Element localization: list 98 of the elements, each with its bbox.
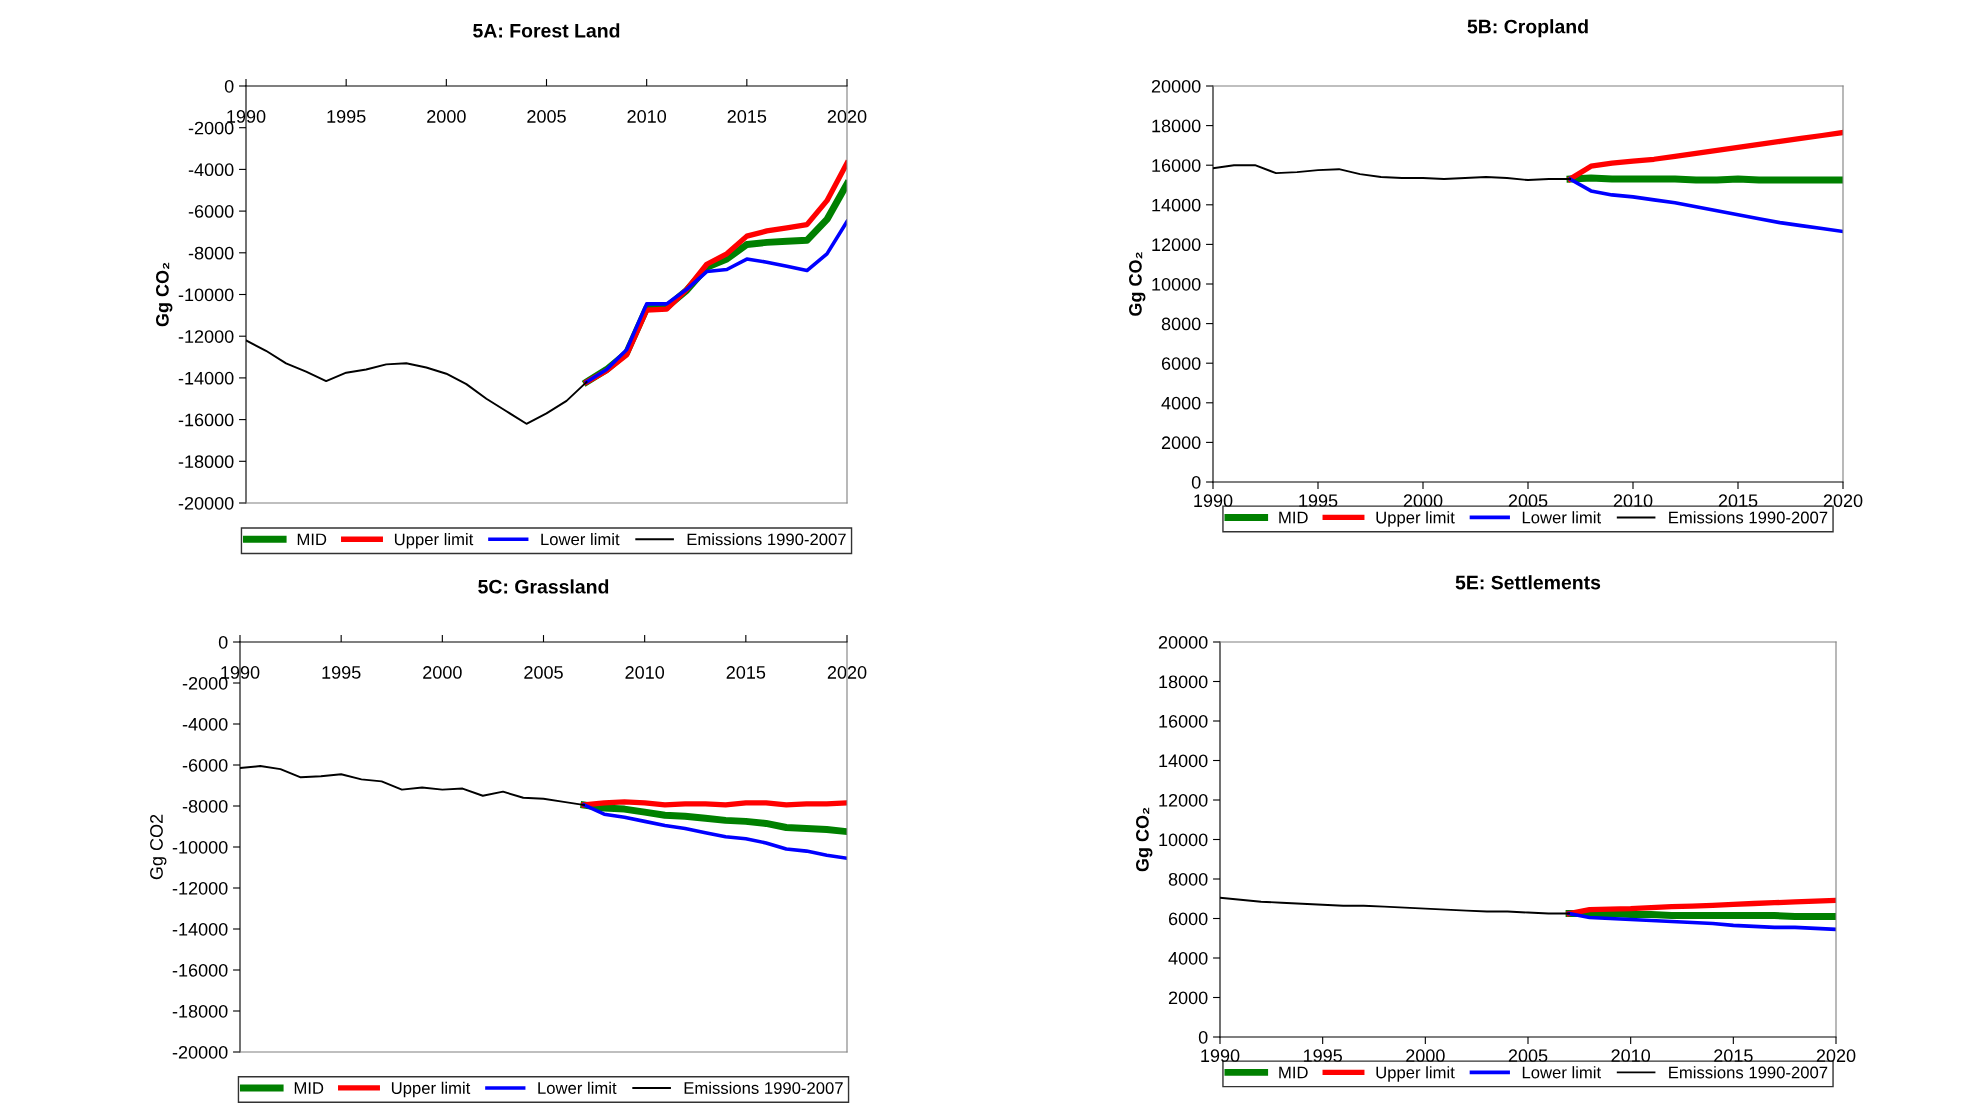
y-tick-label: 18000 [1159, 675, 1208, 689]
legend-label: Upper limit [1376, 1066, 1455, 1082]
y-tick-label: 4000 [1168, 951, 1208, 965]
legend-label: Upper limit [394, 533, 474, 549]
x-tick-label: 2020 [827, 110, 867, 123]
y-tick-label: 4000 [1161, 396, 1201, 410]
y-tick-label: -4000 [182, 717, 228, 731]
x-tick-label: 2015 [726, 666, 766, 679]
y-tick-label: 18000 [1152, 119, 1201, 133]
line-series [582, 803, 847, 861]
x-tick-label: 2005 [1508, 494, 1548, 508]
y-tick-label: -20000 [178, 496, 234, 510]
y-tick-label: -6000 [188, 205, 234, 218]
x-tick-label: 2005 [1508, 1049, 1548, 1063]
y-tick-label: -10000 [172, 840, 228, 854]
y-tick-label: 12000 [1159, 793, 1208, 807]
y-tick-label: -12000 [178, 330, 234, 343]
y-tick-label: 16000 [1152, 159, 1201, 172]
x-tick-label: 1995 [1303, 1049, 1342, 1063]
y-axis-title: Gg CO₂ [1136, 807, 1153, 872]
legend-label: Upper limit [391, 1081, 471, 1098]
y-tick-label: -2000 [182, 676, 228, 690]
y-axis-title: Gg CO2 [150, 814, 167, 880]
legend-label: Emissions 1990-2007 [1669, 511, 1828, 524]
x-tick-label: 2010 [625, 666, 665, 679]
chart-title: 5E: Settlements [1455, 575, 1601, 590]
y-tick-label: 0 [1198, 1030, 1208, 1044]
line-series [1567, 911, 1836, 932]
y-tick-label: 16000 [1159, 714, 1208, 728]
x-tick-label: 2005 [527, 110, 566, 123]
x-tick-label: 2020 [1816, 1049, 1856, 1063]
y-tick-label: 8000 [1161, 317, 1201, 331]
y-tick-label: -4000 [188, 163, 234, 177]
y-tick-label: 14000 [1159, 754, 1208, 768]
x-tick-label: 1990 [1201, 1049, 1240, 1063]
chart-title: 5A: Forest Land [473, 23, 620, 38]
y-tick-label: 6000 [1161, 357, 1201, 370]
x-tick-label: 2015 [1718, 494, 1758, 508]
y-tick-label: 12000 [1152, 238, 1201, 252]
legend-label: Emissions 1990-2007 [687, 533, 846, 546]
y-tick-label: 0 [1191, 475, 1201, 489]
legend-label: Lower limit [1522, 511, 1601, 524]
legend-label: MID [294, 1082, 324, 1094]
y-tick-label: -8000 [182, 799, 228, 813]
x-tick-label: 2020 [1823, 494, 1863, 508]
x-tick-label: 1995 [1299, 494, 1338, 508]
y-tick-label: -2000 [188, 121, 234, 135]
x-tick-label: 2000 [427, 110, 466, 123]
line-series [584, 219, 847, 384]
y-tick-label: 0 [218, 635, 228, 649]
y-tick-label: -14000 [172, 922, 228, 936]
y-tick-label: -14000 [178, 371, 234, 385]
x-tick-label: 2000 [423, 666, 462, 679]
legend-label: Upper limit [1376, 511, 1455, 527]
legend-label: MID [1279, 511, 1308, 524]
legend-label: MID [1279, 1066, 1308, 1079]
y-axis-title: Gg CO₂ [155, 262, 173, 327]
y-tick-label: -18000 [178, 455, 234, 469]
x-tick-label: 2000 [1403, 494, 1443, 508]
y-tick-label: -20000 [172, 1045, 228, 1059]
y-tick-label: -16000 [178, 413, 234, 427]
y-tick-label: -10000 [178, 288, 234, 302]
legend-label: Emissions 1990-2007 [1669, 1066, 1828, 1079]
y-tick-label: -6000 [182, 758, 228, 772]
x-tick-label: 2005 [524, 666, 563, 679]
line-series [1568, 177, 1843, 234]
x-tick-label: 1995 [322, 666, 361, 679]
legend-label: Emissions 1990-2007 [684, 1081, 843, 1094]
y-tick-label: 10000 [1159, 833, 1208, 847]
y-tick-label: 2000 [1168, 991, 1208, 1005]
y-tick-label: -12000 [172, 881, 228, 895]
y-tick-label: 10000 [1152, 277, 1201, 291]
x-tick-label: 2000 [1406, 1049, 1445, 1063]
legend-label: MID [297, 533, 327, 546]
y-tick-label: 6000 [1168, 912, 1208, 926]
legend-label: Lower limit [1522, 1066, 1601, 1079]
x-tick-label: 2010 [627, 110, 667, 123]
y-tick-label: 20000 [1151, 79, 1201, 93]
y-tick-label: 2000 [1161, 436, 1201, 450]
y-tick-label: 20000 [1158, 635, 1208, 649]
y-axis-title: Gg CO₂ [1129, 252, 1146, 316]
y-tick-label: 0 [224, 79, 234, 93]
y-tick-label: -16000 [172, 963, 228, 977]
legend-label: Lower limit [541, 533, 620, 546]
x-tick-label: 2015 [727, 110, 767, 123]
y-tick-label: 8000 [1168, 872, 1208, 886]
x-tick-label: 2010 [1611, 1049, 1651, 1063]
legend-label: Lower limit [538, 1081, 617, 1094]
y-tick-label: -8000 [188, 246, 234, 260]
y-tick-label: 14000 [1152, 198, 1201, 212]
y-tick-label: -18000 [172, 1004, 228, 1018]
x-tick-label: 1995 [327, 110, 366, 123]
x-tick-label: 2015 [1714, 1049, 1753, 1063]
x-tick-label: 2010 [1613, 494, 1653, 508]
chart-title: 5C: Grassland [478, 579, 609, 594]
x-tick-label: 1990 [1194, 494, 1233, 508]
x-tick-label: 2020 [827, 666, 867, 679]
chart-title: 5B: Cropland [1467, 19, 1588, 38]
